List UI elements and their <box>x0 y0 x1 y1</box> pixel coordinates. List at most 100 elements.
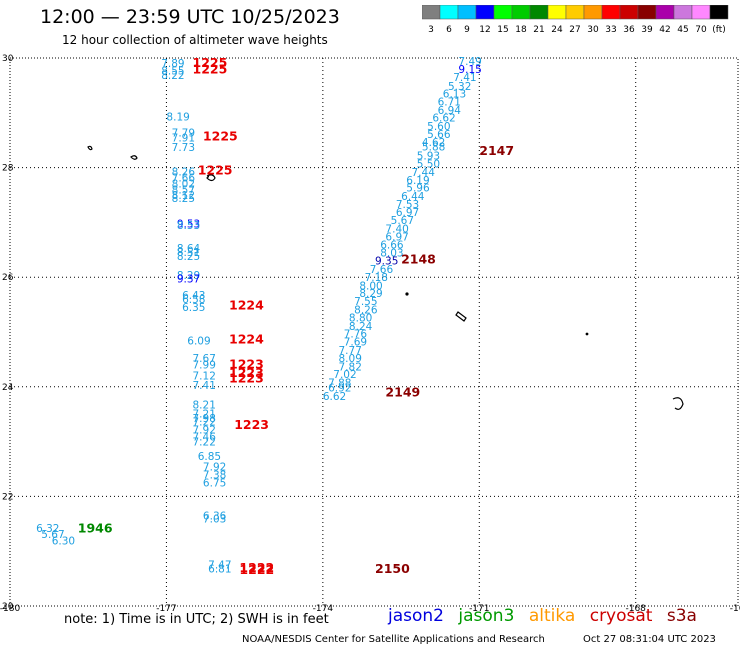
y-tick-label: 20 <box>2 602 14 612</box>
swh-value: 6.09 <box>187 336 210 348</box>
swh-value: 9.15 <box>458 64 481 76</box>
island-outline <box>130 155 138 160</box>
swh-value: 5.50 <box>417 159 440 171</box>
generated-timestamp: Oct 27 08:31:04 UTC 2023 <box>583 634 716 645</box>
island-outline <box>672 397 684 410</box>
swh-value: 8.57 <box>172 184 195 196</box>
colorbar-label: 36 <box>623 25 635 35</box>
swh-value: 7.55 <box>354 296 377 308</box>
swh-value: 7.12 <box>193 371 216 383</box>
grid-lines <box>9 57 740 607</box>
swh-value: 6.13 <box>443 88 466 100</box>
satellite-jason3: jason3 <box>458 606 515 626</box>
swh-value: 6.71 <box>438 97 461 109</box>
swh-value: 8.29 <box>359 288 382 300</box>
swh-value: 6.44 <box>401 191 425 203</box>
swh-value: 6.94 <box>438 105 462 117</box>
pass-time: 2147 <box>479 143 514 158</box>
swh-value: 6.30 <box>52 536 75 548</box>
swh-value: 9.37 <box>177 274 200 286</box>
swh-value: 5.32 <box>448 81 471 93</box>
swh-value: 6.85 <box>198 451 221 463</box>
pass-time: 1224 <box>229 332 264 347</box>
swh-value: 5.93 <box>417 150 440 162</box>
swh-values: 7.898.558.228.197.797.917.738.267.668.02… <box>36 56 482 575</box>
island-outline <box>455 311 467 322</box>
y-tick-label: 24 <box>2 383 14 393</box>
swh-value: 5.96 <box>406 183 430 195</box>
swh-value: 6.66 <box>380 240 404 252</box>
swh-value: 7.21 <box>193 408 216 420</box>
swh-value: 7.92 <box>193 424 216 436</box>
swh-value: 5.67 <box>41 529 64 541</box>
swh-value: 8.24 <box>349 321 373 333</box>
swh-value: 6.97 <box>396 207 419 219</box>
swh-value: 8.53 <box>177 220 200 232</box>
swh-value: 6.81 <box>208 564 231 576</box>
swh-value: 8.51 <box>177 247 200 259</box>
swh-value: 6.35 <box>182 302 205 314</box>
swh-value: 8.26 <box>172 166 196 178</box>
swh-value: 8.25 <box>177 251 200 263</box>
x-tick-label: -166 <box>730 604 740 614</box>
satellite-s3a: s3a <box>666 606 697 626</box>
x-tick-label: -174 <box>313 604 334 614</box>
swh-value: 8.12 <box>172 190 195 202</box>
swh-value: 8.26 <box>354 304 378 316</box>
pass-time: 2148 <box>401 252 436 267</box>
x-tick-label: -168 <box>625 604 646 614</box>
pass-time: 2150 <box>375 561 410 576</box>
satellite-legend: jason2 jason3 altika cryosat s3a <box>388 606 706 626</box>
satellite-jason2: jason2 <box>388 606 444 626</box>
swh-value: 7.44 <box>412 167 436 179</box>
swh-value: 7.82 <box>339 361 362 373</box>
pass-time: 1222 <box>239 560 274 575</box>
swh-value: 6.62 <box>432 113 455 125</box>
swh-value: 5.60 <box>427 121 450 133</box>
swh-value: 4.62 <box>422 137 445 149</box>
swh-value: 8.02 <box>172 178 195 190</box>
pass-time: 1224 <box>229 298 264 313</box>
swh-value: 7.73 <box>172 142 195 154</box>
y-tick-label: 28 <box>2 164 14 174</box>
satellite-altika: altika <box>528 606 576 626</box>
swh-value: 7.66 <box>370 264 394 276</box>
swh-value: 7.67 <box>193 353 216 365</box>
pass-time: 1223 <box>229 365 264 380</box>
swh-value: 7.88 <box>328 377 351 389</box>
chart-title: 12:00 — 23:59 UTC 10/25/2023 <box>40 6 340 28</box>
swh-value: 6.92 <box>328 383 351 395</box>
colorbar-label: 24 <box>551 25 563 35</box>
swh-value: 7.18 <box>365 272 388 284</box>
swh-value: 6.75 <box>203 478 226 490</box>
colorbar-label: 21 <box>533 25 544 35</box>
swh-value: 6.19 <box>406 175 429 187</box>
pass-time: 1225 <box>193 55 228 70</box>
swh-value: 7.49 <box>458 56 481 68</box>
colorbar-label: 6 <box>446 25 452 35</box>
swh-value: 7.02 <box>333 369 356 381</box>
swh-value: 8.22 <box>161 70 184 82</box>
swh-value: 7.89 <box>161 58 184 70</box>
swh-value: 7.92 <box>203 462 226 474</box>
swh-value: 7.98 <box>193 413 216 425</box>
swh-value: 7.47 <box>208 560 231 572</box>
swh-value: 5.67 <box>391 215 414 227</box>
swh-value: 5.66 <box>427 129 451 141</box>
swh-value: 6.32 <box>36 523 59 535</box>
swh-value: 7.38 <box>203 469 226 481</box>
swh-value: 8.25 <box>172 193 195 205</box>
swh-value: 8.29 <box>177 270 200 282</box>
colorbar-label: 30 <box>587 25 599 35</box>
colorbar-label: 3 <box>428 25 434 35</box>
pass-time: 1225 <box>198 163 233 178</box>
island-dot <box>405 292 409 296</box>
swh-value: 7.46 <box>193 432 217 444</box>
plot-frame <box>9 57 739 607</box>
pass-time: 1225 <box>193 61 228 76</box>
swh-value: 8.55 <box>161 65 184 77</box>
swh-value: 6.62 <box>323 391 346 403</box>
island-dot <box>585 332 589 336</box>
chart-subtitle: 12 hour collection of altimeter wave hei… <box>62 33 328 47</box>
islands <box>87 145 684 410</box>
